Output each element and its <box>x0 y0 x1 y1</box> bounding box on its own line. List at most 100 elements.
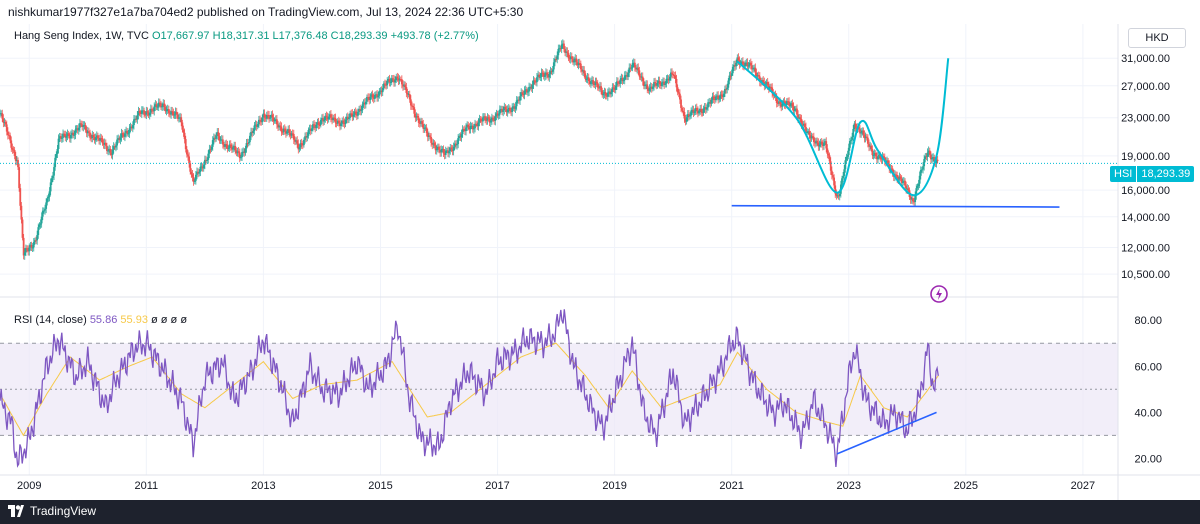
candle-body <box>653 82 655 87</box>
candle-body <box>450 147 453 150</box>
rsi-ma-value: 55.93 <box>120 314 148 326</box>
candle-body <box>416 116 419 118</box>
candle-body <box>12 149 15 151</box>
candle-body <box>119 137 122 141</box>
rsi-trendline[interactable] <box>836 411 937 455</box>
price-scale-area[interactable] <box>1118 24 1200 500</box>
candle-body <box>248 135 251 143</box>
candle-body <box>590 81 592 85</box>
candle-body <box>406 92 409 95</box>
candle-body <box>162 103 165 107</box>
candle-body <box>807 131 810 133</box>
candle-body <box>118 138 121 141</box>
candle-body <box>863 134 866 139</box>
pattern-curve[interactable] <box>736 58 950 197</box>
candle-body <box>172 111 175 116</box>
price-tick-label: 31,000.00 <box>1121 53 1170 65</box>
candle-body <box>91 135 94 138</box>
candle-body <box>101 138 104 144</box>
candle-body <box>532 80 535 85</box>
candle-body <box>251 131 254 134</box>
candle-body <box>82 125 85 127</box>
candle-body <box>33 240 36 243</box>
rsi-value: 55.86 <box>89 314 118 326</box>
candle-body <box>656 83 659 86</box>
candle-body <box>8 135 10 137</box>
candle-body <box>408 94 411 100</box>
candle-body <box>918 175 921 184</box>
candle-body <box>402 84 404 87</box>
price-candles[interactable] <box>0 39 939 260</box>
candle-body <box>377 95 380 98</box>
candle-body <box>305 136 308 138</box>
candle-body <box>235 150 238 154</box>
candle-body <box>138 111 141 114</box>
candle-body <box>386 80 389 86</box>
ohlc-open: O17,667.97 <box>152 30 210 42</box>
candle-body <box>30 245 33 248</box>
candle-body <box>189 163 192 172</box>
candle-body <box>899 176 902 179</box>
candle-body <box>371 94 374 98</box>
candle-body <box>706 107 708 110</box>
candle-body <box>770 86 772 88</box>
candle-body <box>678 93 681 100</box>
candle-body <box>109 148 112 153</box>
candle-body <box>155 104 158 108</box>
candle-body <box>411 105 413 107</box>
candle-body <box>298 147 301 150</box>
candle-body <box>140 110 143 114</box>
candle-body <box>585 78 588 80</box>
candle-body <box>654 82 657 84</box>
candle-body <box>496 113 499 116</box>
candle-body <box>519 96 521 101</box>
rsi-tick-label: 20.00 <box>1134 453 1162 465</box>
candle-body <box>0 113 3 115</box>
candle-body <box>901 181 904 183</box>
chart-canvas[interactable]: 31,000.00 27,000.00 23,000.00 19,000.00 16,0… <box>0 24 1200 500</box>
candle-body <box>842 175 845 179</box>
candle-body <box>193 180 196 182</box>
candle-body <box>228 144 231 148</box>
candle-body <box>326 116 329 120</box>
candle-body <box>457 138 460 145</box>
candle-body <box>861 130 864 133</box>
time-tick-label: 2027 <box>1071 480 1095 492</box>
candle-body <box>227 147 230 149</box>
candle-body <box>58 136 61 139</box>
candle-body <box>574 58 577 61</box>
candle-body <box>575 58 578 63</box>
candle-body <box>373 95 376 99</box>
candle-body <box>747 65 750 67</box>
support-line[interactable] <box>731 204 1060 208</box>
candle-body <box>808 131 811 136</box>
candle-body <box>488 118 491 123</box>
price-tick-label: 27,000.00 <box>1121 81 1170 93</box>
currency-button[interactable]: HKD <box>1128 28 1186 48</box>
candle-body <box>806 131 808 133</box>
ohlc-high: H18,317.31 <box>212 30 270 42</box>
candle-body <box>178 117 180 119</box>
candle-body <box>551 69 554 72</box>
candle-body <box>307 130 310 136</box>
candle-body <box>236 151 239 154</box>
candle-body <box>854 123 857 128</box>
candle-body <box>619 79 622 84</box>
candle-body <box>547 75 550 78</box>
candle-body <box>62 133 64 138</box>
candle-body <box>613 87 616 90</box>
candle-body <box>430 136 433 143</box>
candle-body <box>552 62 555 70</box>
candle-body <box>400 79 403 85</box>
candle-body <box>300 143 303 145</box>
candle-body <box>928 150 931 155</box>
candle-body <box>127 133 130 135</box>
lightning-icon[interactable] <box>930 285 948 303</box>
tradingview-logo[interactable]: TradingView <box>8 504 96 518</box>
candle-body <box>39 223 42 225</box>
last-price-badge: HSI 18,293.39 <box>1110 166 1195 182</box>
candle-body <box>778 101 780 104</box>
candle-body <box>922 166 924 170</box>
candle-body <box>452 146 455 152</box>
candle-body <box>650 86 653 89</box>
